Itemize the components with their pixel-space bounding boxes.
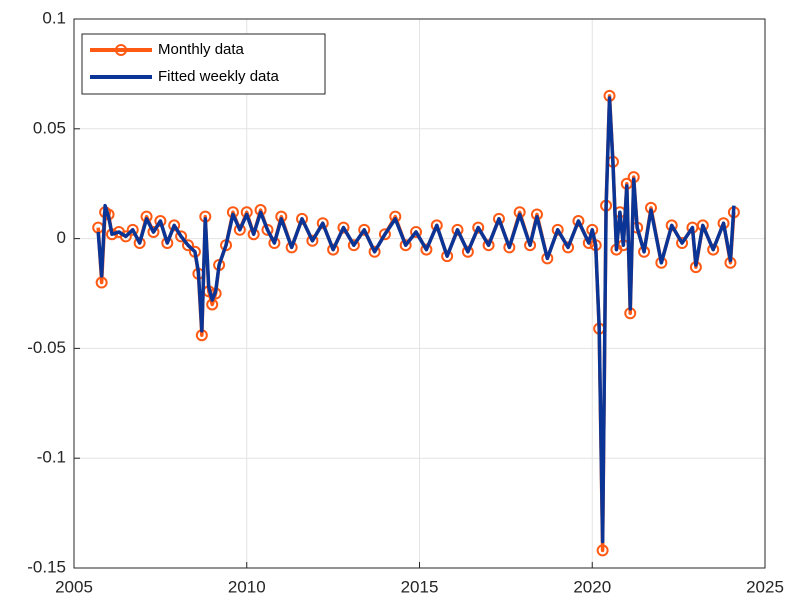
data-marker	[182, 239, 195, 252]
data-marker	[119, 230, 132, 243]
x-tick-label: 2010	[228, 577, 266, 596]
x-tick-label: 2005	[55, 577, 93, 596]
data-marker	[358, 223, 371, 236]
series-line	[96, 96, 736, 544]
data-marker	[420, 243, 433, 256]
data-marker	[562, 241, 575, 254]
data-marker	[306, 234, 319, 247]
data-marker	[410, 226, 423, 239]
data-marker	[347, 239, 360, 252]
data-marker	[316, 217, 329, 230]
legend-label: Monthly data	[158, 41, 245, 58]
data-marker	[168, 219, 181, 232]
x-tick-label: 2020	[573, 577, 611, 596]
x-tick-label: 2015	[401, 577, 439, 596]
legend-label: Fitted weekly data	[158, 68, 280, 85]
y-tick-label: 0	[57, 228, 66, 247]
legend-marker	[115, 44, 127, 56]
data-marker	[368, 245, 381, 258]
legend-box	[81, 33, 326, 95]
data-marker	[461, 245, 474, 258]
data-marker	[378, 228, 391, 241]
data-marker	[572, 215, 585, 228]
y-tick-label: -0.1	[37, 448, 66, 467]
y-tick-label: -0.05	[27, 338, 66, 357]
data-marker	[327, 243, 340, 256]
data-marker	[147, 226, 160, 239]
data-marker	[596, 544, 609, 557]
x-tick-label: 2025	[746, 577, 784, 596]
plot-frame	[73, 18, 766, 569]
data-marker	[399, 239, 412, 252]
data-marker	[337, 221, 350, 234]
data-marker	[472, 221, 485, 234]
y-tick-label: 0.05	[33, 118, 66, 137]
data-marker	[482, 239, 495, 252]
y-tick-label: 0.1	[42, 8, 66, 27]
data-marker	[261, 223, 274, 236]
data-marker	[451, 223, 464, 236]
data-marker	[707, 243, 720, 256]
data-marker	[175, 230, 188, 243]
y-tick-label: -0.15	[27, 557, 66, 576]
data-marker	[126, 223, 139, 236]
data-marker	[676, 236, 689, 249]
data-marker	[233, 223, 246, 236]
